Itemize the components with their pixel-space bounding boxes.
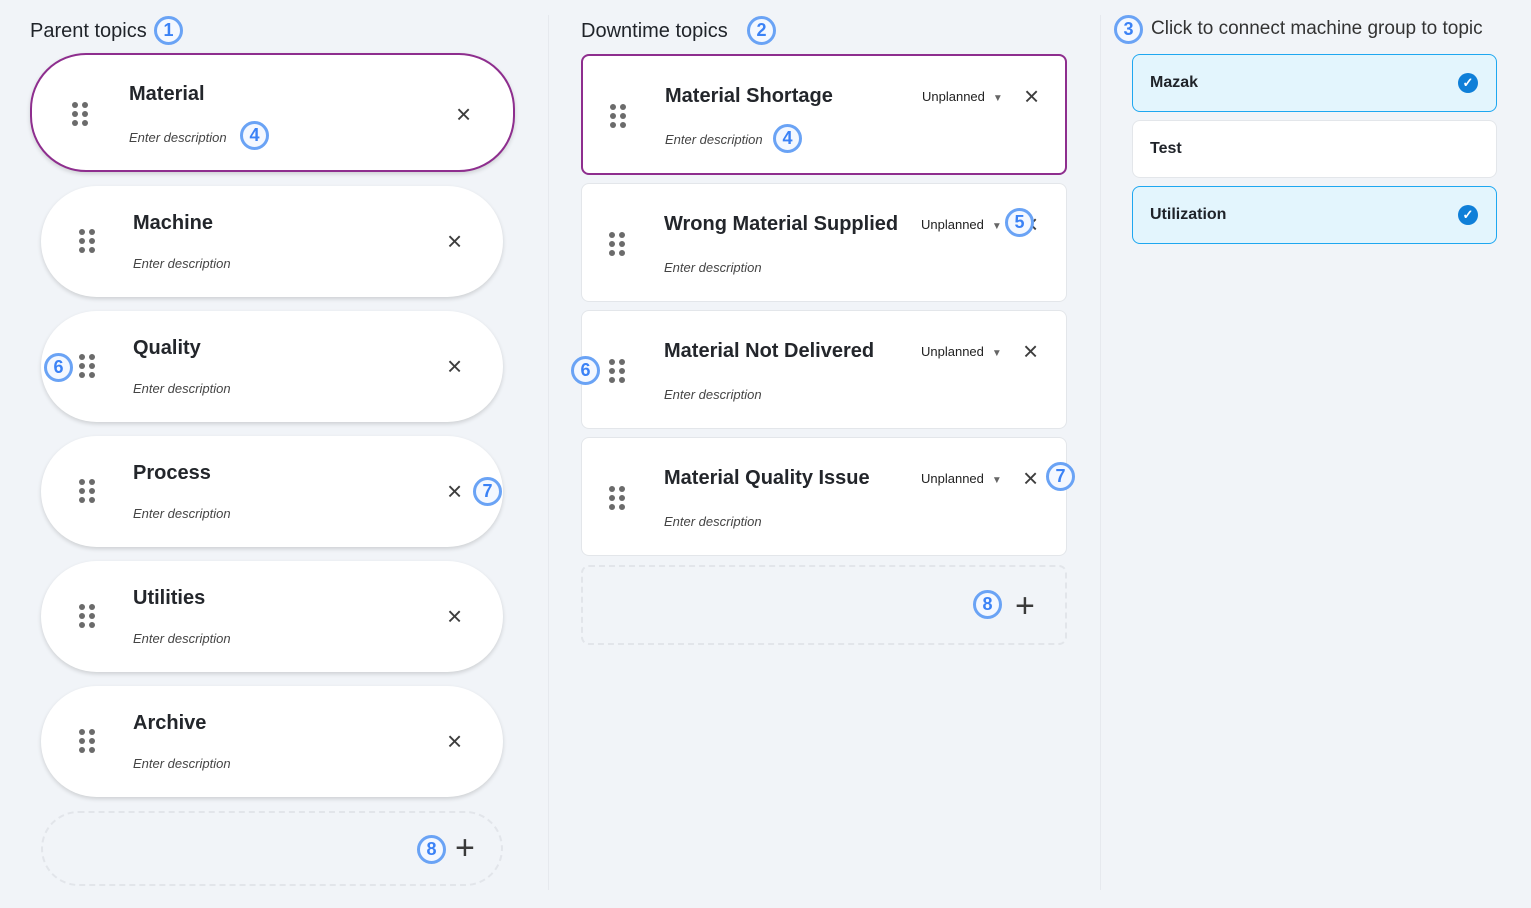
close-icon[interactable]: × xyxy=(1024,81,1040,111)
callout-badge: 7 xyxy=(473,477,502,506)
downtime-type-dropdown[interactable]: Unplanned ▼ xyxy=(921,344,1002,359)
callout-badge: 5 xyxy=(1005,208,1034,237)
callout-badge: 4 xyxy=(240,121,269,150)
close-icon[interactable]: × xyxy=(447,351,463,381)
description-input[interactable]: Enter description xyxy=(665,132,763,147)
drag-handle-icon[interactable] xyxy=(79,479,95,503)
drag-handle-icon[interactable] xyxy=(79,729,95,753)
check-circle-icon: ✓ xyxy=(1458,73,1478,93)
topic-name[interactable]: Material xyxy=(129,83,205,105)
dropdown-value: Unplanned xyxy=(921,471,984,486)
group-name: Mazak xyxy=(1150,74,1199,91)
caret-down-icon: ▼ xyxy=(991,475,1002,486)
description-input[interactable]: Enter description xyxy=(664,387,762,402)
dropdown-value: Unplanned xyxy=(921,217,984,232)
callout-badge: 8 xyxy=(973,590,1002,619)
parent-topic-card[interactable]: Process Enter description × xyxy=(41,436,503,547)
topic-name[interactable]: Material Shortage xyxy=(665,85,833,107)
check-circle-icon: ✓ xyxy=(1458,205,1478,225)
description-input[interactable]: Enter description xyxy=(129,130,227,145)
caret-down-icon: ▼ xyxy=(991,221,1002,232)
callout-badge: 3 xyxy=(1114,15,1143,44)
description-input[interactable]: Enter description xyxy=(133,256,231,271)
downtime-topic-card[interactable]: Material Not Delivered Enter description… xyxy=(581,310,1067,429)
machine-group-mazak[interactable]: Mazak ✓ xyxy=(1132,54,1497,112)
add-parent-topic-area[interactable]: + xyxy=(41,811,503,886)
group-name: Utilization xyxy=(1150,206,1227,223)
parent-topic-card[interactable]: Material Enter description × xyxy=(30,53,515,172)
downtime-topic-card[interactable]: Material Quality Issue Enter description… xyxy=(581,437,1067,556)
groups-heading: Click to connect machine group to topic xyxy=(1151,18,1483,39)
downtime-topic-card[interactable]: Material Shortage Enter description Unpl… xyxy=(581,54,1067,175)
drag-handle-icon[interactable] xyxy=(609,359,625,383)
description-input[interactable]: Enter description xyxy=(133,381,231,396)
add-downtime-topic-area[interactable]: + xyxy=(581,565,1067,645)
close-icon[interactable]: × xyxy=(447,476,463,506)
callout-badge: 1 xyxy=(154,16,183,45)
close-icon[interactable]: × xyxy=(447,226,463,256)
callout-badge: 7 xyxy=(1046,462,1075,491)
description-input[interactable]: Enter description xyxy=(133,631,231,646)
drag-handle-icon[interactable] xyxy=(610,104,626,128)
parent-topics-heading: Parent topics xyxy=(30,20,147,42)
downtime-type-dropdown[interactable]: Unplanned ▼ xyxy=(921,217,1002,232)
drag-handle-icon[interactable] xyxy=(79,229,95,253)
drag-handle-icon[interactable] xyxy=(79,604,95,628)
machine-group-utilization[interactable]: Utilization ✓ xyxy=(1132,186,1497,244)
dropdown-value: Unplanned xyxy=(922,89,985,104)
topic-name[interactable]: Quality xyxy=(133,337,201,359)
close-icon[interactable]: × xyxy=(456,99,472,129)
group-name: Test xyxy=(1150,140,1182,157)
drag-handle-icon[interactable] xyxy=(79,354,95,378)
downtime-type-dropdown[interactable]: Unplanned ▼ xyxy=(922,89,1003,104)
description-input[interactable]: Enter description xyxy=(133,756,231,771)
close-icon[interactable]: × xyxy=(1023,336,1039,366)
drag-handle-icon[interactable] xyxy=(609,486,625,510)
callout-badge: 4 xyxy=(773,124,802,153)
topic-name[interactable]: Machine xyxy=(133,212,214,234)
callout-badge: 6 xyxy=(571,356,600,385)
topic-name[interactable]: Material Quality Issue xyxy=(664,467,870,489)
caret-down-icon: ▼ xyxy=(992,93,1003,104)
drag-handle-icon[interactable] xyxy=(72,102,88,126)
parent-topic-card[interactable]: Utilities Enter description × xyxy=(41,561,503,672)
description-input[interactable]: Enter description xyxy=(133,506,231,521)
parent-topic-card[interactable]: Quality Enter description × xyxy=(41,311,503,422)
column-divider xyxy=(548,15,549,890)
dropdown-value: Unplanned xyxy=(921,344,984,359)
column-divider xyxy=(1100,15,1101,890)
close-icon[interactable]: × xyxy=(447,726,463,756)
topic-name[interactable]: Material Not Delivered xyxy=(664,340,875,362)
close-icon[interactable]: × xyxy=(1023,463,1039,493)
topic-name[interactable]: Wrong Material Supplied xyxy=(664,213,899,235)
topic-name[interactable]: Process xyxy=(133,462,211,484)
callout-badge: 6 xyxy=(44,353,73,382)
callout-badge: 8 xyxy=(417,835,446,864)
topic-name[interactable]: Archive xyxy=(133,712,207,734)
add-downtime-topic-button[interactable]: + xyxy=(1015,587,1035,625)
description-input[interactable]: Enter description xyxy=(664,514,762,529)
drag-handle-icon[interactable] xyxy=(609,232,625,256)
downtime-topics-heading: Downtime topics xyxy=(581,20,728,42)
downtime-topic-card[interactable]: Wrong Material Supplied Enter descriptio… xyxy=(581,183,1067,302)
machine-group-test[interactable]: Test xyxy=(1132,120,1497,178)
parent-topic-card[interactable]: Archive Enter description × xyxy=(41,686,503,797)
callout-badge: 2 xyxy=(747,16,776,45)
topic-name[interactable]: Utilities xyxy=(133,587,206,609)
downtime-type-dropdown[interactable]: Unplanned ▼ xyxy=(921,471,1002,486)
close-icon[interactable]: × xyxy=(447,601,463,631)
parent-topic-card[interactable]: Machine Enter description × xyxy=(41,186,503,297)
description-input[interactable]: Enter description xyxy=(664,260,762,275)
caret-down-icon: ▼ xyxy=(991,348,1002,359)
add-parent-topic-button[interactable]: + xyxy=(455,829,475,867)
